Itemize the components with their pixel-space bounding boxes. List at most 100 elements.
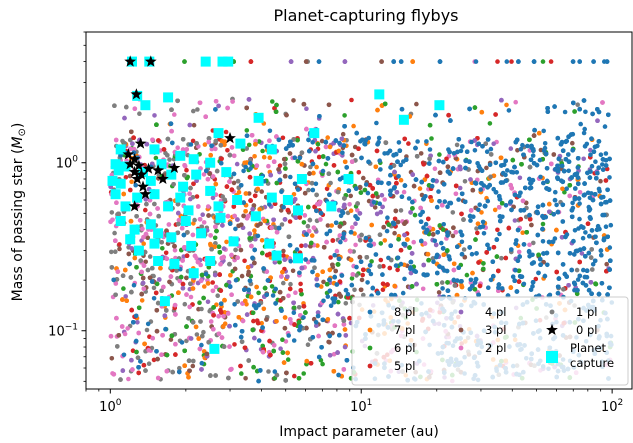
flyby-point	[588, 280, 594, 285]
flyby-point	[321, 279, 326, 285]
flyby-point	[602, 212, 607, 218]
flyby-point	[599, 195, 604, 200]
flyby-point	[197, 100, 203, 106]
flyby-point	[136, 305, 142, 311]
flyby-point	[509, 247, 514, 252]
flyby-point	[123, 267, 128, 273]
flyby-point	[585, 221, 591, 226]
flyby-point	[591, 59, 596, 64]
flyby-point	[566, 283, 571, 288]
flyby-point	[109, 249, 114, 255]
flyby-point	[407, 245, 412, 250]
flyby-point	[244, 128, 250, 133]
flyby-point	[262, 285, 268, 291]
flyby-point	[321, 298, 326, 304]
flyby-point	[571, 100, 576, 106]
flyby-point	[278, 208, 284, 213]
flyby-point	[286, 333, 292, 338]
flyby-point	[464, 149, 470, 154]
flyby-point	[496, 268, 501, 274]
flyby-point	[451, 261, 457, 267]
flyby-point	[211, 313, 216, 318]
flyby-point	[476, 260, 481, 265]
flyby-point	[124, 298, 129, 304]
flyby-point	[343, 301, 349, 306]
flyby-point	[236, 315, 242, 320]
flyby-point	[268, 352, 273, 358]
flyby-point	[156, 138, 161, 143]
flyby-point	[187, 191, 192, 196]
flyby-point	[380, 204, 385, 210]
flyby-point	[211, 326, 216, 332]
flyby-point	[180, 258, 185, 263]
flyby-point	[306, 204, 311, 210]
flyby-point	[506, 108, 512, 113]
flyby-point	[425, 272, 430, 278]
flyby-point	[512, 278, 517, 284]
flyby-point	[425, 251, 431, 257]
flyby-point	[512, 218, 518, 223]
flyby-point	[301, 220, 307, 225]
flyby-point	[437, 199, 442, 204]
flyby-point	[231, 153, 237, 159]
flyby-point	[521, 242, 527, 247]
flyby-point	[196, 336, 201, 341]
flyby-point	[313, 320, 319, 325]
flyby-point	[282, 173, 288, 179]
flyby-point	[187, 122, 193, 128]
flyby-point	[421, 272, 427, 277]
flyby-point	[454, 142, 460, 148]
flyby-point	[205, 299, 211, 305]
flyby-point	[304, 325, 309, 331]
flyby-point	[335, 262, 341, 267]
flyby-point	[309, 240, 314, 246]
flyby-point	[219, 335, 225, 340]
flyby-point	[357, 184, 363, 190]
flyby-point	[175, 230, 181, 236]
flyby-point	[243, 298, 248, 304]
flyby-point	[136, 330, 141, 336]
flyby-point	[589, 247, 594, 252]
flyby-point	[600, 167, 606, 172]
flyby-point	[341, 367, 347, 372]
flyby-point	[241, 168, 246, 174]
flyby-point	[137, 111, 142, 116]
flyby-point	[503, 158, 509, 164]
flyby-point	[125, 326, 130, 331]
flyby-point	[304, 358, 310, 364]
flyby-point	[292, 155, 298, 160]
flyby-point	[114, 200, 119, 205]
flyby-point	[342, 159, 348, 165]
flyby-point	[232, 213, 237, 219]
flyby-point	[319, 284, 324, 289]
flyby-point	[274, 319, 279, 324]
flyby-point	[486, 246, 492, 251]
flyby-point	[528, 157, 534, 163]
flyby-point	[316, 354, 322, 360]
flyby-point	[296, 319, 302, 325]
flyby-point	[161, 147, 167, 152]
flyby-point	[138, 258, 143, 264]
flyby-point	[177, 365, 182, 371]
flyby-point	[528, 287, 534, 293]
flyby-point	[411, 183, 417, 189]
flyby-point	[286, 293, 291, 299]
flyby-point	[212, 235, 218, 241]
flyby-point	[574, 291, 580, 297]
flyby-point	[250, 327, 256, 333]
flyby-point	[349, 159, 355, 164]
flyby-point	[520, 230, 525, 235]
flyby-point	[131, 135, 136, 140]
flyby-point	[199, 342, 204, 348]
flyby-point	[370, 193, 376, 199]
flyby-point	[360, 137, 365, 143]
flyby-point	[250, 255, 255, 261]
flyby-point	[577, 59, 582, 64]
flyby-point	[555, 163, 560, 169]
flyby-point	[348, 257, 354, 263]
flyby-point	[559, 163, 565, 169]
flyby-point	[204, 168, 209, 174]
flyby-point	[377, 201, 383, 206]
flyby-point	[251, 318, 256, 324]
flyby-point	[213, 181, 219, 187]
